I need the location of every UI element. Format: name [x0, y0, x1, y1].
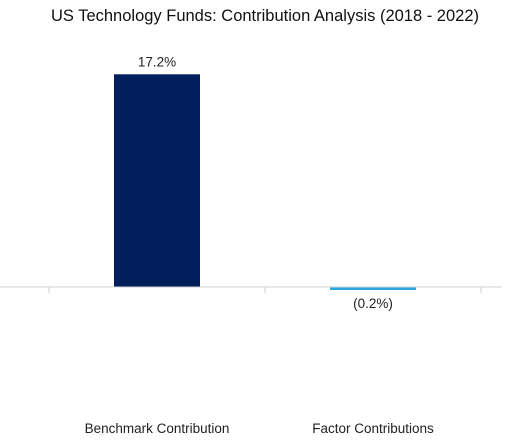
chart-title: US Technology Funds: Contribution Analys… [50, 7, 480, 25]
bar-benchmark-contribution [114, 74, 200, 287]
axis-ticks [48, 287, 482, 293]
category-label: Benchmark Contribution [85, 421, 230, 436]
bars-layer [114, 74, 416, 290]
data-label: 17.2% [138, 54, 176, 69]
category-labels-layer: Benchmark Contribution Factor Contributio… [85, 421, 434, 436]
data-label: (0.2%) [353, 296, 393, 311]
category-label: Factor Contributions [312, 421, 434, 436]
bar-factor-contributions [330, 287, 416, 290]
data-labels-layer: 17.2% (0.2%) [138, 54, 393, 311]
